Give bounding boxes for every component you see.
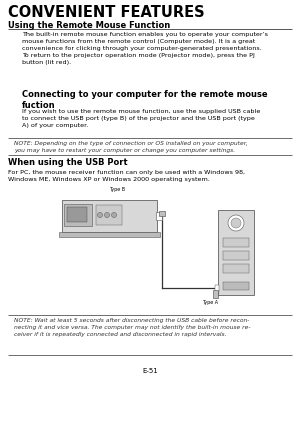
Bar — [223, 251, 249, 260]
Circle shape — [231, 218, 241, 228]
Bar — [156, 212, 162, 220]
Circle shape — [112, 212, 116, 218]
Circle shape — [104, 212, 110, 218]
Circle shape — [98, 212, 103, 218]
Text: For PC, the mouse receiver function can only be used with a Windows 98,
Windows : For PC, the mouse receiver function can … — [8, 170, 245, 182]
Text: Using the Remote Mouse Function: Using the Remote Mouse Function — [8, 21, 170, 30]
Bar — [62, 200, 157, 232]
Text: Type A: Type A — [202, 300, 218, 305]
Text: If you wish to use the remote mouse function, use the supplied USB cable
to conn: If you wish to use the remote mouse func… — [22, 109, 260, 128]
Bar — [59, 232, 160, 237]
Text: CONVENIENT FEATURES: CONVENIENT FEATURES — [8, 5, 205, 20]
Bar — [223, 238, 249, 247]
Text: Type B: Type B — [110, 187, 126, 192]
Bar — [64, 204, 92, 226]
Bar — [213, 290, 218, 298]
Bar — [223, 282, 249, 290]
Bar — [215, 285, 219, 292]
Text: E-51: E-51 — [142, 368, 158, 374]
Bar — [159, 211, 165, 216]
Bar — [223, 264, 249, 273]
Text: NOTE: Wait at least 5 seconds after disconnecting the USB cable before recon-
ne: NOTE: Wait at least 5 seconds after disc… — [14, 318, 250, 337]
Text: NOTE: Depending on the type of connection or OS installed on your computer,
you : NOTE: Depending on the type of connectio… — [14, 141, 247, 153]
Bar — [67, 207, 87, 222]
Bar — [218, 210, 254, 295]
Circle shape — [228, 215, 244, 231]
Bar — [96, 205, 122, 225]
Text: When using the USB Port: When using the USB Port — [8, 158, 127, 167]
Text: The built-in remote mouse function enables you to operate your computer’s
mouse : The built-in remote mouse function enabl… — [22, 32, 268, 65]
Text: Connecting to your computer for the remote mouse
fuction: Connecting to your computer for the remo… — [22, 90, 268, 110]
